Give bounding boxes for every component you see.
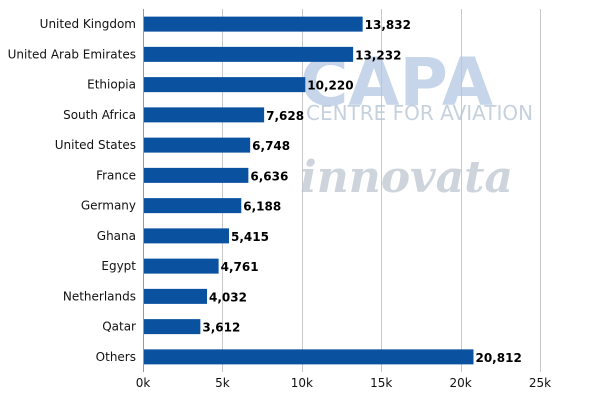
value-label: 10,220 xyxy=(307,79,353,93)
category-label: Egypt xyxy=(101,259,136,273)
bar xyxy=(143,16,363,32)
value-label: 4,761 xyxy=(221,260,259,274)
bar xyxy=(143,46,354,62)
value-labels: 13,832 13,232 10,220 7,628 6,748 6,636 6,188 5,… xyxy=(202,18,521,365)
bar xyxy=(143,258,219,274)
category-label: Germany xyxy=(81,199,136,213)
watermarks: CAPA CENTRE FOR AVIATION innovata xyxy=(300,44,533,203)
bar xyxy=(143,137,251,153)
bars xyxy=(143,16,474,365)
category-labels: United Kingdom United Arab Emirates Ethiop… xyxy=(8,17,137,364)
x-tick-label: 25k xyxy=(529,376,551,390)
category-label: South Africa xyxy=(63,108,136,122)
innovata-watermark: innovata xyxy=(300,152,513,203)
value-label: 6,636 xyxy=(250,169,288,183)
value-label: 4,032 xyxy=(209,290,247,304)
category-label: Netherlands xyxy=(63,289,136,303)
bar xyxy=(143,288,208,304)
bar xyxy=(143,107,265,123)
category-label: Ethiopia xyxy=(87,78,136,92)
value-label: 13,832 xyxy=(365,18,411,32)
x-tick-label: 0k xyxy=(136,376,151,390)
bar xyxy=(143,77,306,93)
value-label: 7,628 xyxy=(266,109,304,123)
category-label: United Kingdom xyxy=(40,17,136,31)
bar xyxy=(143,319,201,335)
value-label: 6,748 xyxy=(252,139,290,153)
bar xyxy=(143,167,249,183)
category-label: United Arab Emirates xyxy=(8,47,136,61)
bar xyxy=(143,228,229,244)
category-label: France xyxy=(96,168,136,182)
value-label: 3,612 xyxy=(202,321,240,335)
x-tick-label: 15k xyxy=(370,376,392,390)
category-label: Qatar xyxy=(102,320,136,334)
capa-subtitle-watermark: CENTRE FOR AVIATION xyxy=(306,101,533,125)
x-tick-label: 5k xyxy=(215,376,230,390)
value-label: 6,188 xyxy=(243,200,281,214)
x-tick-label: 10k xyxy=(291,376,313,390)
bar xyxy=(143,198,242,214)
category-label: Others xyxy=(96,350,136,364)
value-label: 20,812 xyxy=(475,351,521,365)
value-label: 13,232 xyxy=(355,48,401,62)
grid-lines xyxy=(222,9,541,372)
x-axis-tick-labels: 0k 5k 10k 15k 20k 25k xyxy=(136,376,551,390)
value-label: 5,415 xyxy=(231,230,269,244)
category-label: Ghana xyxy=(97,229,136,243)
x-tick-label: 20k xyxy=(449,376,471,390)
category-label: United States xyxy=(55,138,136,152)
bar xyxy=(143,349,474,365)
